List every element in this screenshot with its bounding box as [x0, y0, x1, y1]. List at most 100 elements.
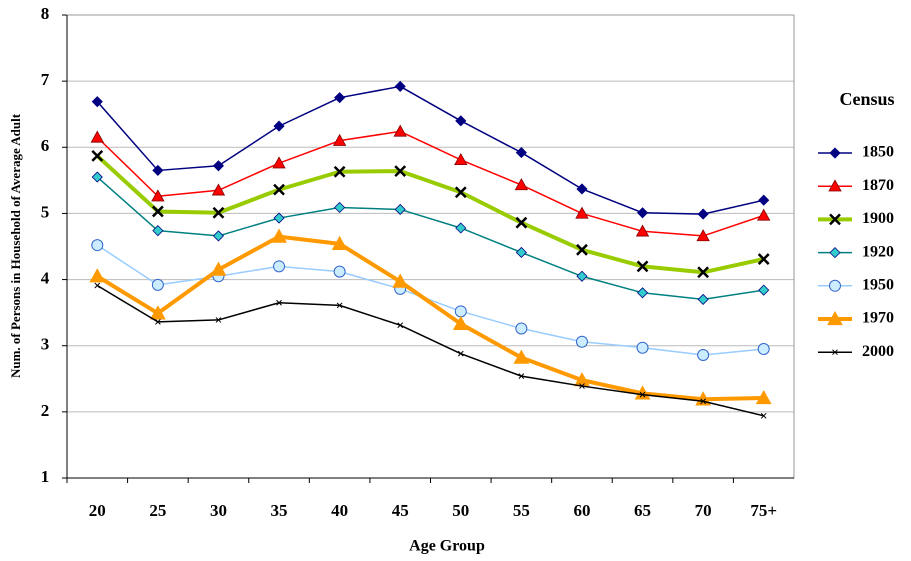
- point: [697, 293, 709, 305]
- point: [397, 322, 404, 329]
- point: [336, 302, 343, 309]
- point: [272, 156, 286, 169]
- point: [576, 183, 588, 195]
- point: [515, 322, 528, 335]
- x-tick-label: 55: [513, 501, 530, 520]
- point: [575, 335, 588, 348]
- point: [455, 115, 467, 127]
- point: [760, 412, 767, 419]
- point: [639, 391, 646, 398]
- legend-marker: [829, 147, 841, 159]
- point: [758, 284, 770, 296]
- y-tick-label: 4: [41, 268, 50, 287]
- point: [757, 208, 771, 221]
- legend-marker: [829, 247, 841, 259]
- point: [518, 373, 525, 379]
- point: [515, 147, 527, 159]
- point: [212, 206, 225, 219]
- point: [89, 268, 106, 283]
- point: [394, 165, 407, 177]
- point: [579, 383, 585, 389]
- point: [700, 398, 706, 405]
- legend-marker: [829, 279, 841, 292]
- point: [575, 206, 589, 219]
- x-tick-label: 40: [331, 501, 348, 520]
- point: [757, 343, 770, 356]
- legend-label: 1920: [862, 243, 894, 260]
- legend-marker: [827, 310, 843, 326]
- point: [155, 319, 161, 325]
- point: [211, 183, 226, 196]
- y-tick-label: 1: [41, 467, 50, 486]
- point: [151, 189, 165, 202]
- legend-label: 1970: [862, 310, 894, 327]
- x-tick-label: 65: [634, 501, 651, 520]
- x-tick-label: 45: [392, 501, 409, 520]
- point: [755, 389, 772, 405]
- legend-label: 2000: [862, 343, 894, 360]
- point: [215, 317, 222, 323]
- y-tick-label: 2: [41, 401, 50, 420]
- point: [635, 224, 650, 237]
- point: [212, 230, 225, 242]
- legend-label: 1950: [862, 276, 894, 293]
- y-tick-label: 3: [41, 335, 50, 354]
- x-tick-label: 30: [210, 501, 227, 520]
- point: [152, 225, 164, 237]
- point: [94, 282, 101, 289]
- series-line: [96, 284, 764, 417]
- point: [331, 235, 348, 251]
- point: [334, 92, 346, 104]
- point: [334, 201, 346, 214]
- point: [91, 239, 104, 252]
- point: [151, 205, 164, 218]
- series-line: [96, 130, 764, 237]
- point: [514, 178, 529, 191]
- point: [271, 228, 287, 243]
- point: [452, 315, 469, 331]
- point: [515, 216, 528, 229]
- point: [454, 305, 467, 318]
- x-tick-label: 20: [89, 501, 106, 520]
- point: [697, 348, 710, 361]
- point: [149, 305, 166, 320]
- point: [513, 349, 530, 364]
- point: [454, 153, 468, 166]
- point: [576, 243, 588, 256]
- x-tick-label: 75+: [750, 501, 777, 520]
- legend-label: 1850: [862, 144, 894, 161]
- point: [515, 246, 527, 259]
- point: [394, 203, 406, 216]
- point: [91, 171, 103, 183]
- point: [273, 120, 285, 132]
- point: [636, 260, 649, 273]
- x-tick-label: 25: [149, 501, 166, 520]
- point: [455, 222, 467, 234]
- point: [333, 265, 346, 278]
- y-tick-label: 8: [41, 4, 50, 23]
- legend-marker: [828, 179, 842, 192]
- point: [393, 124, 407, 137]
- point: [332, 133, 347, 146]
- point: [394, 80, 406, 92]
- point: [636, 287, 649, 299]
- point: [210, 261, 227, 276]
- point: [634, 385, 651, 400]
- point: [333, 165, 346, 178]
- point: [696, 229, 710, 242]
- point: [91, 150, 104, 162]
- series-line: [96, 244, 764, 356]
- point: [273, 212, 285, 224]
- point: [91, 96, 103, 108]
- series-line: [95, 154, 765, 275]
- point: [697, 266, 710, 279]
- point: [758, 194, 770, 206]
- point: [454, 186, 467, 199]
- point: [392, 273, 409, 288]
- point: [273, 260, 286, 273]
- y-axis-label: Num. of Persons in Household of Average …: [8, 113, 23, 378]
- x-tick-label: 70: [695, 501, 712, 520]
- legend-label: 1870: [862, 177, 894, 194]
- x-axis-label: Age Group: [409, 538, 485, 555]
- legend-marker: [832, 349, 838, 356]
